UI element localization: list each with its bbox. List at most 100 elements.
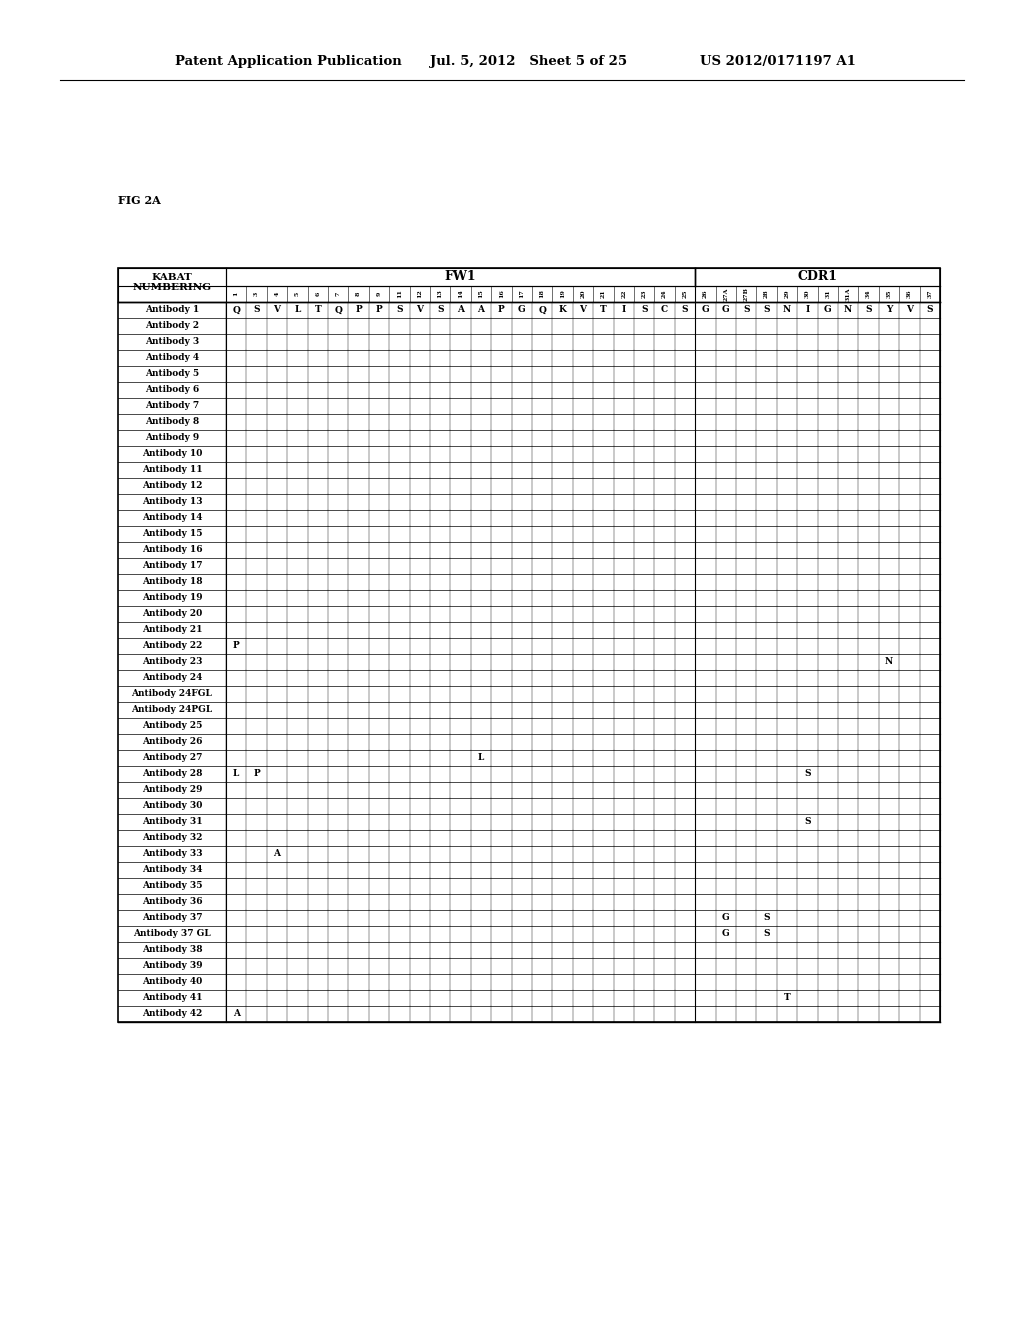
Text: 24: 24 — [663, 289, 667, 298]
Text: 8: 8 — [356, 292, 361, 296]
Text: Q: Q — [334, 305, 342, 314]
Text: KABAT: KABAT — [152, 272, 193, 281]
Text: Antibody 14: Antibody 14 — [141, 513, 203, 523]
Text: S: S — [763, 929, 770, 939]
Text: 9: 9 — [377, 292, 382, 296]
Text: Antibody 24: Antibody 24 — [141, 673, 202, 682]
Text: T: T — [600, 305, 607, 314]
Text: S: S — [743, 305, 750, 314]
Text: Antibody 38: Antibody 38 — [141, 945, 203, 954]
Text: Q: Q — [232, 305, 241, 314]
Text: Jul. 5, 2012   Sheet 5 of 25: Jul. 5, 2012 Sheet 5 of 25 — [430, 55, 627, 69]
Text: Antibody 28: Antibody 28 — [141, 770, 203, 779]
Text: 21: 21 — [601, 289, 606, 298]
Text: NUMBERING: NUMBERING — [132, 282, 212, 292]
Text: FW1: FW1 — [444, 271, 476, 284]
Text: I: I — [805, 305, 810, 314]
Text: Antibody 31: Antibody 31 — [141, 817, 203, 826]
Text: 20: 20 — [581, 290, 586, 298]
Text: Antibody 15: Antibody 15 — [141, 529, 203, 539]
Text: S: S — [865, 305, 871, 314]
Text: Antibody 37: Antibody 37 — [141, 913, 203, 923]
Text: Antibody 40: Antibody 40 — [142, 978, 202, 986]
Text: Antibody 12: Antibody 12 — [141, 482, 203, 491]
Text: Antibody 21: Antibody 21 — [141, 626, 203, 635]
Text: Antibody 8: Antibody 8 — [144, 417, 199, 426]
Text: A: A — [457, 305, 464, 314]
Text: 22: 22 — [622, 290, 627, 298]
Text: 6: 6 — [315, 292, 321, 296]
Text: Antibody 23: Antibody 23 — [141, 657, 203, 667]
Text: G: G — [518, 305, 525, 314]
Text: 18: 18 — [540, 289, 545, 298]
Bar — [118, 268, 940, 1022]
Text: P: P — [498, 305, 505, 314]
Text: Antibody 37 GL: Antibody 37 GL — [133, 929, 211, 939]
Text: 15: 15 — [478, 289, 483, 298]
Text: S: S — [253, 305, 260, 314]
Text: S: S — [804, 770, 811, 779]
Text: V: V — [906, 305, 913, 314]
Text: T: T — [783, 994, 791, 1002]
Text: T: T — [314, 305, 322, 314]
Text: 4: 4 — [274, 292, 280, 296]
Text: Antibody 26: Antibody 26 — [141, 738, 203, 747]
Text: 5: 5 — [295, 292, 300, 296]
Text: Antibody 30: Antibody 30 — [141, 801, 202, 810]
Text: 30: 30 — [805, 290, 810, 298]
Text: Antibody 29: Antibody 29 — [141, 785, 203, 795]
Text: Antibody 6: Antibody 6 — [144, 385, 199, 395]
Text: Antibody 11: Antibody 11 — [141, 466, 203, 474]
Text: Antibody 41: Antibody 41 — [141, 994, 203, 1002]
Text: 1: 1 — [233, 292, 239, 296]
Text: Antibody 13: Antibody 13 — [141, 498, 203, 507]
Text: FIG 2A: FIG 2A — [118, 194, 161, 206]
Text: Y: Y — [886, 305, 892, 314]
Text: 23: 23 — [642, 290, 647, 298]
Text: Antibody 24PGL: Antibody 24PGL — [131, 705, 213, 714]
Text: S: S — [396, 305, 402, 314]
Text: Antibody 22: Antibody 22 — [141, 642, 202, 651]
Text: V: V — [580, 305, 587, 314]
Text: G: G — [701, 305, 710, 314]
Text: 36: 36 — [907, 289, 912, 298]
Text: 27A: 27A — [723, 288, 728, 301]
Text: Antibody 19: Antibody 19 — [141, 594, 203, 602]
Text: Antibody 18: Antibody 18 — [141, 578, 203, 586]
Text: Antibody 9: Antibody 9 — [144, 433, 199, 442]
Text: N: N — [783, 305, 792, 314]
Text: Antibody 35: Antibody 35 — [141, 882, 203, 891]
Text: V: V — [273, 305, 281, 314]
Text: Antibody 5: Antibody 5 — [145, 370, 199, 379]
Text: C: C — [662, 305, 669, 314]
Text: N: N — [844, 305, 852, 314]
Text: US 2012/0171197 A1: US 2012/0171197 A1 — [700, 55, 856, 69]
Text: 13: 13 — [437, 289, 442, 298]
Text: G: G — [824, 305, 831, 314]
Text: CDR1: CDR1 — [798, 271, 838, 284]
Text: 25: 25 — [683, 290, 687, 298]
Text: 19: 19 — [560, 289, 565, 298]
Text: S: S — [682, 305, 688, 314]
Text: K: K — [559, 305, 566, 314]
Text: P: P — [376, 305, 382, 314]
Text: Antibody 1: Antibody 1 — [144, 305, 199, 314]
Text: Antibody 2: Antibody 2 — [145, 322, 199, 330]
Text: Antibody 16: Antibody 16 — [141, 545, 203, 554]
Text: 29: 29 — [784, 289, 790, 298]
Text: L: L — [294, 305, 301, 314]
Text: Antibody 10: Antibody 10 — [141, 450, 202, 458]
Text: 34: 34 — [866, 289, 871, 298]
Text: 31: 31 — [825, 289, 830, 298]
Text: Antibody 3: Antibody 3 — [144, 338, 199, 346]
Text: 35: 35 — [887, 290, 892, 298]
Text: 16: 16 — [499, 289, 504, 298]
Text: Antibody 36: Antibody 36 — [141, 898, 203, 907]
Text: Antibody 34: Antibody 34 — [141, 866, 203, 874]
Text: Antibody 4: Antibody 4 — [145, 354, 199, 363]
Text: P: P — [253, 770, 260, 779]
Text: Antibody 17: Antibody 17 — [141, 561, 203, 570]
Text: S: S — [804, 817, 811, 826]
Text: 3: 3 — [254, 292, 259, 296]
Text: L: L — [478, 754, 484, 763]
